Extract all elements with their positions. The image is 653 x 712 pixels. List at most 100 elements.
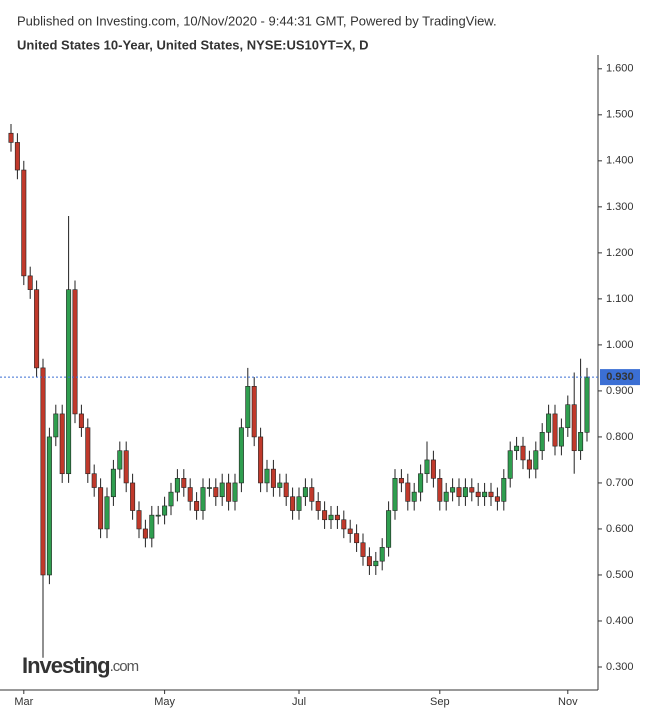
candle-body [309, 487, 315, 502]
candle-body [437, 478, 443, 502]
candle-body [66, 289, 72, 475]
candle-body [360, 542, 366, 557]
candle-body [251, 386, 257, 438]
candle-body [514, 445, 520, 452]
candle-body [552, 413, 558, 447]
x-tick-label: Mar [14, 696, 33, 708]
candle-body [398, 478, 404, 484]
candle-body [123, 450, 129, 484]
x-tick-label: May [154, 696, 175, 708]
candle-body [168, 491, 174, 507]
candle-body [219, 482, 225, 498]
candle-body [341, 519, 347, 530]
candle-body [296, 496, 302, 511]
y-tick-label: 1.000 [606, 339, 634, 351]
y-tick-label: 1.200 [606, 247, 634, 259]
candle-body [424, 459, 430, 475]
candle-body [469, 487, 475, 493]
candle-body [526, 459, 532, 470]
candle-body [366, 556, 372, 567]
logo: Investing.com [22, 653, 139, 678]
candle-body [91, 473, 97, 488]
candle-body [174, 478, 180, 493]
candle-body [565, 404, 571, 429]
candle-body [277, 482, 283, 488]
candle-body [475, 491, 481, 498]
x-tick-label: Jul [292, 696, 306, 708]
y-tick-label: 0.800 [606, 431, 634, 443]
candle-body [520, 445, 526, 461]
candle-body [8, 132, 14, 143]
candle-body [322, 510, 328, 521]
candle-body [462, 487, 468, 498]
y-tick-label: 1.500 [606, 109, 634, 121]
candle-body [104, 496, 110, 530]
candle-body [232, 482, 238, 502]
y-tick-label: 1.100 [606, 293, 634, 305]
candle-body [494, 496, 500, 502]
candle-body [507, 450, 513, 479]
logo-suffix: .com [110, 658, 139, 675]
candle-body [258, 436, 264, 484]
candle-body [14, 142, 20, 171]
candle-body [162, 505, 168, 516]
chart-title: United States 10-Year, United States, NY… [17, 37, 368, 52]
candle-body [34, 289, 40, 369]
candle-body [443, 491, 449, 502]
candle-body [501, 478, 507, 502]
candle-body [571, 404, 577, 452]
candle-body [40, 367, 46, 576]
candle-body [53, 413, 59, 438]
candle-body [187, 487, 193, 502]
candle-body [302, 487, 308, 498]
candle-body [482, 491, 488, 498]
candle-body [200, 487, 206, 511]
y-tick-label: 0.900 [606, 385, 634, 397]
candle-body [283, 482, 289, 498]
candle-body [226, 482, 232, 502]
candle-body [328, 514, 334, 521]
y-tick-label: 0.400 [606, 615, 634, 627]
y-tick-label: 0.600 [606, 523, 634, 535]
candle-body [213, 487, 219, 498]
candle-body [578, 432, 584, 452]
candle-body [334, 514, 340, 521]
candle-body [315, 501, 321, 511]
candle-body [238, 427, 244, 484]
candle-body [59, 413, 65, 475]
candle-body [347, 528, 353, 534]
candle-body [149, 514, 155, 539]
candle-body [46, 436, 52, 576]
candle-body [546, 413, 552, 433]
candle-body [418, 473, 424, 493]
candle-body [85, 427, 91, 475]
candle-body [456, 487, 462, 498]
y-tick-label: 0.700 [606, 477, 634, 489]
y-tick-label: 1.400 [606, 155, 634, 167]
y-tick-label: 0.500 [606, 569, 634, 581]
candle-body [136, 510, 142, 530]
candle-body [155, 514, 161, 517]
candle-body [142, 528, 148, 539]
candle-body [539, 432, 545, 452]
candle-body [290, 496, 296, 511]
last-price-box [600, 369, 640, 386]
candle-body [206, 487, 212, 489]
candle-body [533, 450, 539, 470]
candle-body [584, 376, 590, 433]
candle-body [72, 289, 78, 415]
candle-body [405, 482, 411, 502]
candle-body [354, 533, 360, 544]
candle-body [392, 478, 398, 511]
candle-body [110, 468, 116, 498]
candle-body [194, 501, 200, 511]
y-tick-label: 1.300 [606, 201, 634, 213]
candle-body [386, 510, 392, 548]
y-tick-label: 1.600 [606, 63, 634, 75]
candle-body [558, 427, 564, 447]
candle-body [373, 560, 379, 567]
x-tick-label: Nov [558, 696, 578, 708]
